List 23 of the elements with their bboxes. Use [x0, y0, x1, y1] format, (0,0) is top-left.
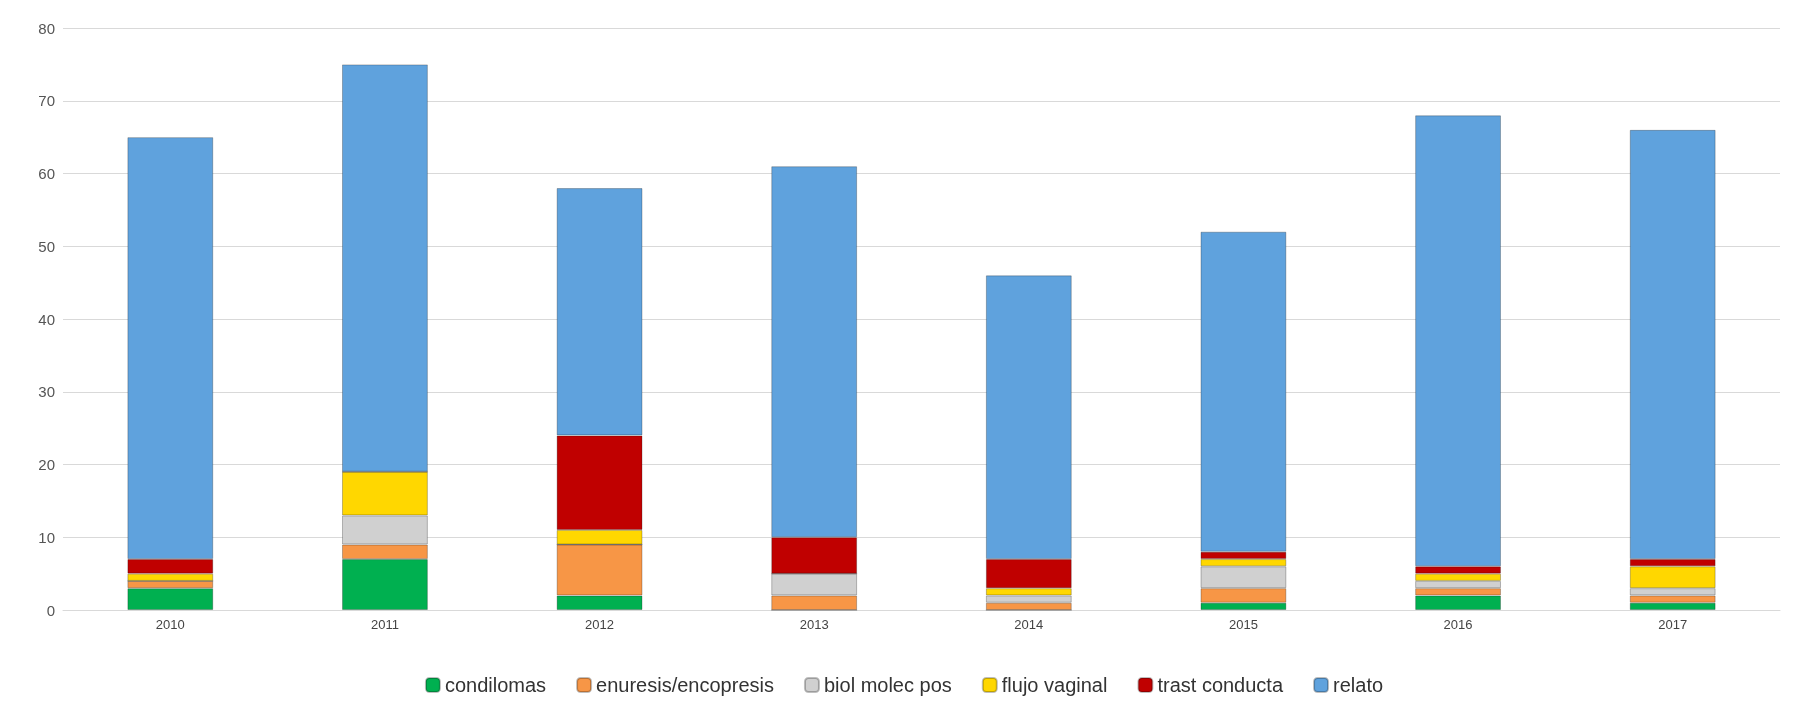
x-tick-label: 2010 [155, 617, 185, 632]
y-tick-label: 30 [38, 383, 55, 401]
legend-label: relato [1333, 674, 1384, 696]
y-tick-label: 70 [38, 92, 55, 110]
legend-label: biol molec pos [823, 674, 952, 696]
y-tick-label: 40 [38, 310, 55, 328]
y-tick-label: 10 [38, 528, 55, 546]
x-tick-label: 2015 [1228, 617, 1258, 632]
y-tick-label: 0 [46, 601, 55, 619]
y-tick-label: 20 [38, 456, 55, 473]
x-tick-label: 2016 [1443, 617, 1473, 632]
legend-label: enuresis/encopresis [596, 674, 774, 696]
legend-label: flujo vaginal [1001, 674, 1108, 696]
x-tick-label: 2013 [799, 617, 829, 632]
x-tick-label: 2012 [585, 617, 615, 632]
legend-label: trast conducta [1157, 674, 1284, 696]
y-tick-label: 60 [38, 165, 55, 182]
x-tick-label: 2011 [370, 617, 399, 632]
y-tick-label: 50 [38, 237, 55, 255]
x-tick-label: 2017 [1658, 617, 1688, 632]
x-tick-label: 2014 [1014, 617, 1044, 632]
legend-label: condilomas [444, 674, 547, 696]
y-tick-label: 80 [38, 19, 55, 37]
